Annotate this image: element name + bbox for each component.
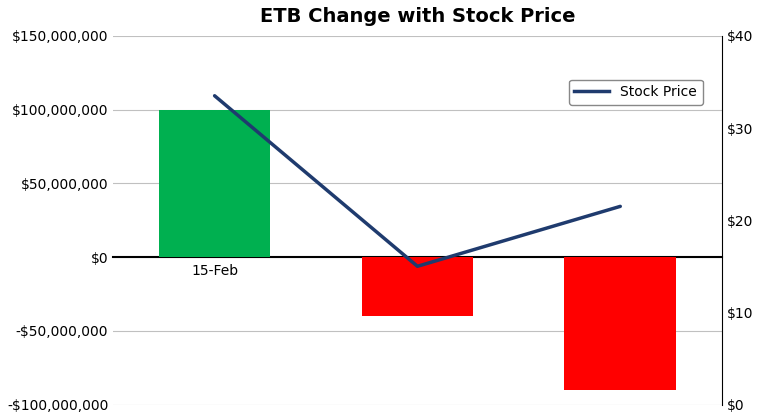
Bar (565, 257, 676, 390)
Legend: Stock Price: Stock Price (569, 80, 702, 105)
Title: ETB Change with Stock Price: ETB Change with Stock Price (260, 7, 575, 26)
Bar (362, 257, 473, 316)
Bar (159, 110, 271, 257)
